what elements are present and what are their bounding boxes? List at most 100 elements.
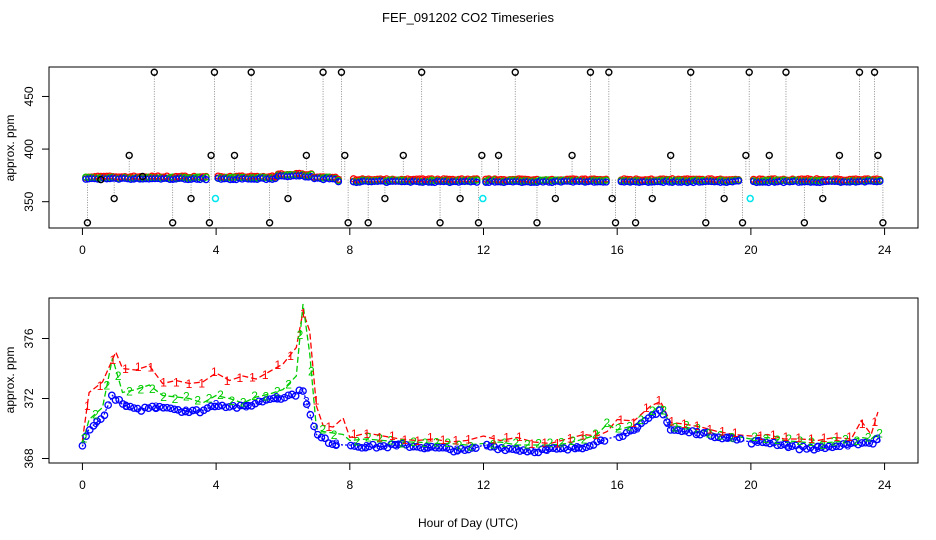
- series-label-2: 2: [103, 379, 110, 393]
- series-label-2: 2: [649, 404, 656, 418]
- calibration-point: [230, 151, 239, 160]
- calibration-point: [125, 151, 133, 160]
- series-point-3: [861, 438, 870, 447]
- series-point-3: [663, 418, 671, 427]
- series-label-2: 2: [524, 437, 531, 451]
- calibration-point: [478, 151, 486, 160]
- series-point-3: [850, 438, 859, 447]
- series-point-3: [762, 438, 771, 447]
- calibration-point: [110, 194, 118, 203]
- calibration-point: [381, 194, 389, 203]
- series-label-3: 3: [423, 440, 430, 454]
- series-point-3: [159, 403, 168, 412]
- series-label-2: 2: [433, 435, 440, 449]
- series-point-3: [622, 428, 631, 437]
- series-label-2: 2: [319, 422, 326, 436]
- series-label-2: 2: [115, 369, 122, 383]
- series-label-1: 1: [440, 433, 447, 447]
- calibration-point: [855, 68, 864, 76]
- series-label-2: 2: [853, 434, 860, 448]
- series-point-3: [100, 411, 109, 420]
- series-line-2: [81, 303, 879, 446]
- calibration-point: [187, 194, 195, 203]
- series-label-2: 2: [81, 432, 88, 446]
- series-label-2: 2: [638, 413, 645, 427]
- series-label-3: 3: [694, 426, 701, 440]
- series-label-2: 2: [285, 377, 292, 391]
- series-label-2: 2: [672, 420, 679, 434]
- series-point-3: [725, 433, 734, 442]
- ambient-point-3: [602, 178, 610, 186]
- series-label-1: 1: [287, 349, 294, 363]
- calibration-point: [648, 194, 656, 203]
- calibration-point: [611, 219, 620, 227]
- calibration-point: [302, 151, 311, 160]
- bottom-y-tick-label: 368: [22, 448, 36, 468]
- series-label-1: 1: [414, 434, 421, 448]
- series-point-3: [516, 447, 524, 455]
- series-label-3: 3: [92, 416, 99, 430]
- top-x-tick-label: 12: [477, 243, 491, 257]
- series-label-2: 2: [694, 421, 701, 435]
- series-point-3: [464, 445, 473, 454]
- top-x-tick-label: 20: [744, 243, 758, 257]
- calibration-point: [720, 194, 728, 203]
- series-point-3: [872, 435, 881, 444]
- calibration-point: [742, 151, 750, 160]
- series-label-3: 3: [243, 399, 250, 413]
- series-label-2: 2: [728, 430, 735, 444]
- series-point-3: [148, 402, 157, 411]
- calibration-point: [765, 151, 773, 160]
- calibration-point: [168, 219, 177, 227]
- series-point-3: [512, 446, 521, 454]
- series-point-3: [380, 442, 388, 450]
- series-label-1: 1: [618, 413, 625, 427]
- series-label-2: 2: [876, 426, 883, 440]
- series-point-3: [277, 395, 285, 403]
- series-point-3: [560, 444, 568, 453]
- series-label-1: 1: [97, 379, 104, 393]
- series-point-3: [596, 436, 605, 445]
- series-point-3: [571, 444, 579, 453]
- series-point-3: [718, 434, 726, 443]
- series-label-2: 2: [149, 382, 156, 396]
- series-label-2: 2: [206, 392, 213, 406]
- series-label-1: 1: [579, 428, 586, 442]
- series-point-3: [409, 442, 418, 451]
- series-point-3: [262, 396, 271, 404]
- series-point-3: [210, 402, 219, 411]
- calibration-point: [344, 219, 352, 227]
- calibration-point: [608, 194, 616, 203]
- series-point-3: [111, 396, 120, 404]
- series-point-3: [556, 444, 565, 453]
- series-label-1: 1: [668, 414, 675, 428]
- calibration-point: [819, 194, 827, 203]
- series-label-1: 1: [783, 430, 790, 444]
- bottom-x-tick-label: 24: [878, 478, 892, 492]
- series-line-1: [81, 308, 879, 445]
- series-point-3: [144, 404, 153, 413]
- series-point-3: [758, 438, 767, 447]
- calibration-point: [702, 219, 710, 227]
- series-label-1: 1: [846, 430, 853, 444]
- series-point-3: [163, 403, 171, 412]
- series-label-1: 1: [567, 431, 574, 445]
- series-point-3: [431, 443, 440, 452]
- series-label-1: 1: [109, 353, 116, 367]
- series-point-3: [552, 445, 561, 453]
- series-label-2: 2: [353, 435, 360, 449]
- series-label-1: 1: [770, 428, 777, 442]
- series-point-3: [751, 436, 760, 445]
- series-label-1: 1: [833, 430, 840, 444]
- calibration-point: [205, 219, 214, 227]
- series-point-3: [457, 444, 465, 453]
- series-label-3: 3: [514, 443, 521, 457]
- series-point-3: [574, 444, 583, 452]
- series-point-3: [435, 443, 443, 452]
- top-y-tick-label: 450: [22, 86, 36, 106]
- series-label-2: 2: [569, 434, 576, 448]
- series-label-2: 2: [399, 437, 406, 451]
- series-point-3: [453, 446, 462, 455]
- series-label-1: 1: [452, 434, 459, 448]
- calibration-point: [511, 68, 519, 76]
